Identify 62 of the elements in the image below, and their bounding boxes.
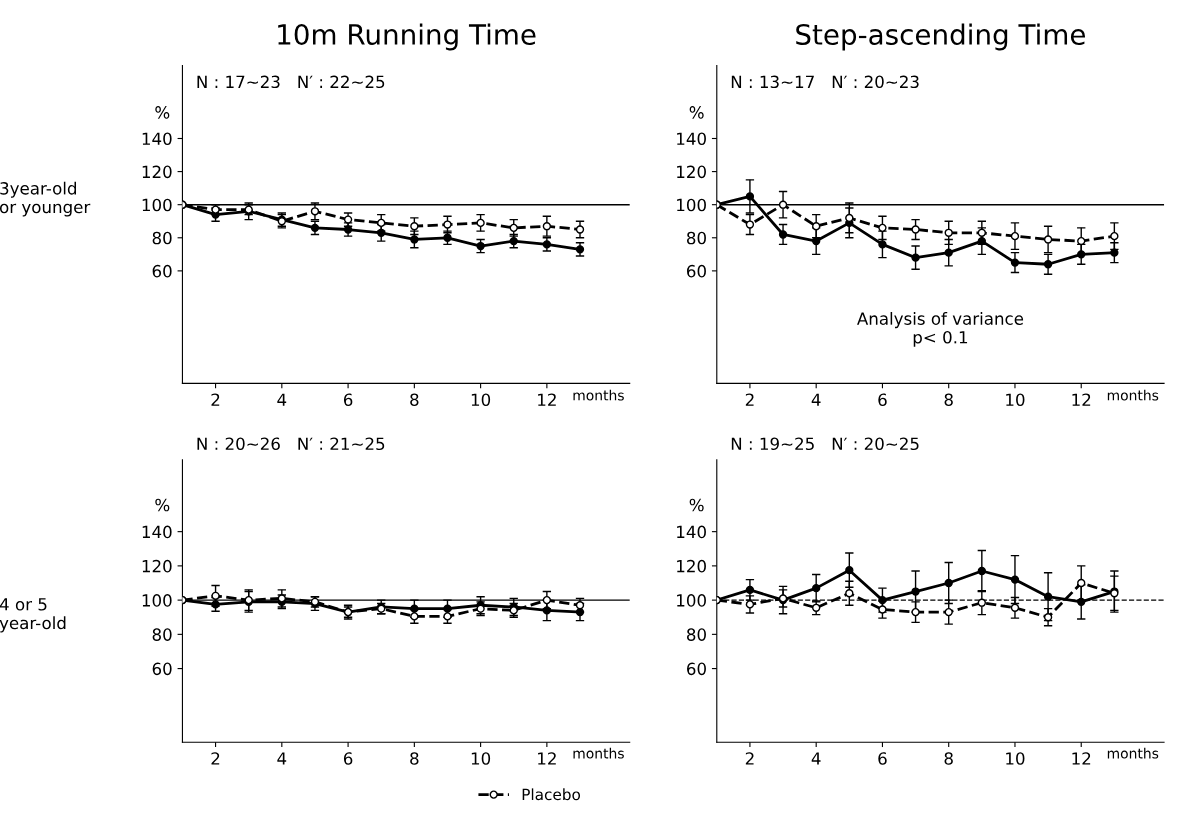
y-tick-label: 80 <box>152 231 172 245</box>
y-tick-label: 120 <box>142 165 172 179</box>
y-tick-label: 80 <box>686 628 706 641</box>
x-axis-title: months <box>573 389 624 401</box>
y-tick-label: 120 <box>142 559 172 573</box>
y-tick-label: 100 <box>142 198 172 212</box>
y-tick-label: 120 <box>677 165 706 179</box>
x-tick-label: 12 <box>1072 752 1091 765</box>
annotation: N : 13∼17 N′ : 20∼23 <box>731 75 919 89</box>
x-tick-label: 4 <box>811 393 821 406</box>
y-axis-title: % <box>689 106 704 119</box>
x-tick-label: 2 <box>745 752 754 765</box>
y-tick-label: 100 <box>142 594 172 607</box>
x-tick-label: 10 <box>471 393 491 407</box>
x-tick-label: 10 <box>1006 393 1025 407</box>
x-tick-label: 8 <box>410 393 419 407</box>
x-tick-label: 2 <box>211 393 220 406</box>
x-tick-label: 4 <box>277 752 287 765</box>
x-tick-label: 2 <box>745 393 754 406</box>
x-tick-label: 12 <box>1072 393 1091 406</box>
y-tick-label: 100 <box>677 594 706 607</box>
x-axis-title: months <box>1107 389 1159 401</box>
x-axis-title: months <box>573 747 624 759</box>
y-tick-label: 140 <box>142 525 172 539</box>
y-axis-title: % <box>155 498 170 512</box>
text: N : 19∼25 N′ : 20∼25 <box>731 437 919 451</box>
x-tick-label: 8 <box>410 752 419 765</box>
text: N : 20∼26 N′ : 21∼25 <box>197 437 385 451</box>
x-tick-label: 10 <box>471 752 491 765</box>
y-tick-label: 100 <box>677 198 706 212</box>
x-tick-label: 8 <box>944 393 953 407</box>
annotation: Analysis of variance p< 0.1 <box>857 312 1024 347</box>
y-tick-label: 60 <box>687 264 706 278</box>
x-axis-title: months <box>1107 747 1159 759</box>
x-tick-label: 10 <box>1006 752 1025 765</box>
x-tick-label: 6 <box>878 393 887 407</box>
y-tick-label: 60 <box>152 264 172 278</box>
y-tick-label: 140 <box>677 132 706 146</box>
y-tick-label: 80 <box>686 231 706 245</box>
annotation: N : 17∼23 N′ : 22∼25 <box>197 75 385 89</box>
y-axis-title: % <box>689 498 704 512</box>
chart-title: 10m Running Time <box>278 23 536 51</box>
legend-label: Placebo <box>522 788 581 801</box>
y-tick-label: 80 <box>152 628 172 641</box>
y-tick-label: 60 <box>687 662 706 676</box>
x-tick-label: 8 <box>944 752 953 765</box>
x-tick-label: 12 <box>538 393 556 406</box>
text: 3year-old or younger <box>0 181 91 217</box>
y-tick-label: 140 <box>677 525 706 539</box>
y-tick-label: 120 <box>677 559 706 573</box>
chart-title: Step-ascending Time <box>796 23 1085 51</box>
y-tick-label: 140 <box>142 132 172 146</box>
text: 4 or 5 year-old <box>0 598 66 633</box>
y-tick-label: 60 <box>152 662 172 676</box>
x-tick-label: 12 <box>538 752 556 765</box>
x-tick-label: 6 <box>343 752 353 765</box>
x-tick-label: 6 <box>343 393 353 407</box>
x-tick-label: 4 <box>811 752 821 765</box>
x-tick-label: 2 <box>211 752 220 765</box>
y-axis-title: % <box>155 106 170 119</box>
x-tick-label: 6 <box>878 752 887 765</box>
x-tick-label: 4 <box>277 393 287 406</box>
